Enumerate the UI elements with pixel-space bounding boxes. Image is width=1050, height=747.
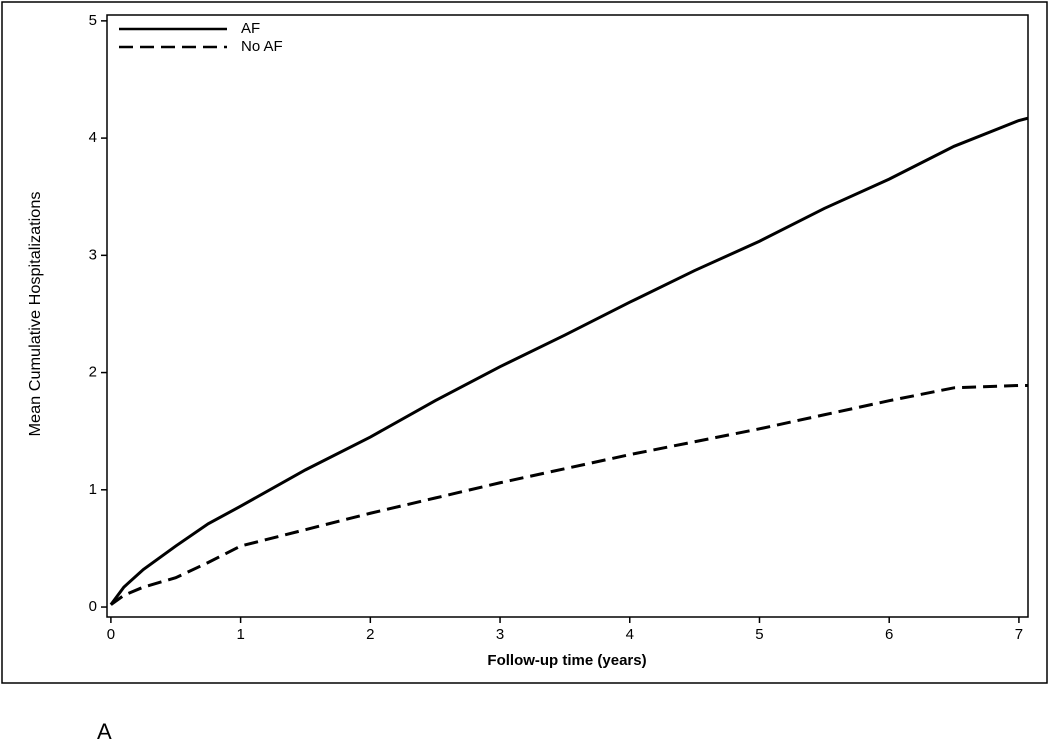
y-tick-label: 0: [89, 598, 97, 615]
plot-frame: [106, 14, 1029, 618]
legend-label: AF: [241, 20, 260, 37]
x-tick-label: 4: [626, 626, 634, 643]
legend-label: No AF: [241, 38, 283, 55]
x-axis-label: Follow-up time (years): [487, 652, 646, 669]
x-tick-label: 7: [1015, 626, 1023, 643]
y-tick-label: 1: [89, 481, 97, 498]
x-tick-label: 2: [366, 626, 374, 643]
data-line: [109, 116, 1029, 606]
x-tick-label: 5: [755, 626, 763, 643]
data-line: [110, 383, 1028, 606]
y-tick-label: 2: [89, 364, 97, 381]
y-tick-label: 5: [89, 12, 97, 29]
y-axis-label: Mean Cumulative Hospitalizations: [27, 192, 44, 437]
x-tick-label: 0: [107, 626, 115, 643]
figure-frame: [1, 1, 1048, 684]
x-tick-label: 1: [236, 626, 244, 643]
y-tick-label: 3: [89, 246, 97, 263]
panel-label: A: [97, 719, 112, 742]
x-tick-label: 6: [885, 626, 893, 643]
x-tick-label: 3: [496, 626, 504, 643]
y-tick-label: 4: [89, 129, 97, 146]
